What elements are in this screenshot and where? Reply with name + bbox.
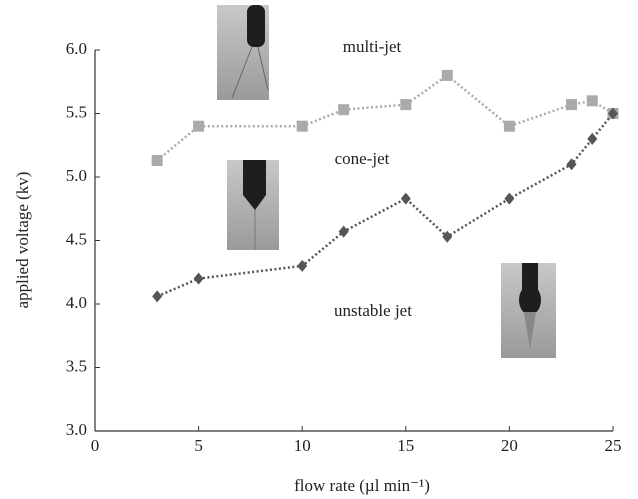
annotation: cone-jet [335, 149, 390, 168]
y-tick-label: 5.5 [66, 102, 87, 121]
data-point [442, 230, 453, 243]
annotation: unstable jet [334, 301, 412, 320]
series-line [156, 73, 614, 162]
x-tick-label: 20 [501, 436, 518, 455]
y-tick-label: 4.0 [66, 293, 87, 312]
x-axis-label: flow rate (µl min⁻¹) [294, 476, 430, 495]
data-point [400, 192, 411, 205]
data-point [566, 99, 578, 111]
annotation: multi-jet [343, 37, 402, 56]
y-axis-label: applied voltage (kv) [13, 172, 32, 309]
data-point [297, 259, 308, 272]
y-tick-label: 6.0 [66, 39, 87, 58]
data-point [503, 120, 515, 132]
x-tick-label: 10 [294, 436, 311, 455]
data-point [400, 99, 412, 111]
data-point [566, 158, 577, 171]
data-point [587, 132, 598, 145]
data-point [193, 272, 204, 285]
data-point [608, 107, 618, 120]
y-tick-label: 4.5 [66, 229, 87, 248]
x-tick-label: 15 [397, 436, 414, 455]
data-point [296, 120, 308, 132]
data-point [504, 192, 515, 205]
inset-unstable-jet [501, 263, 556, 358]
data-point [338, 104, 350, 116]
y-tick-label: 5.0 [66, 166, 87, 185]
inset-cone-jet [227, 160, 279, 250]
data-point [193, 120, 205, 132]
x-tick-label: 25 [605, 436, 622, 455]
data-point [152, 290, 163, 303]
data-point [338, 225, 349, 238]
y-tick-label: 3.0 [66, 420, 87, 439]
data-point [151, 154, 163, 166]
data-point [586, 95, 598, 107]
data-point [441, 69, 453, 81]
x-tick-label: 5 [194, 436, 203, 455]
series-line [156, 112, 614, 298]
inset-multi-jet [217, 5, 269, 100]
x-tick-label: 0 [91, 436, 100, 455]
y-tick-label: 3.5 [66, 356, 87, 375]
